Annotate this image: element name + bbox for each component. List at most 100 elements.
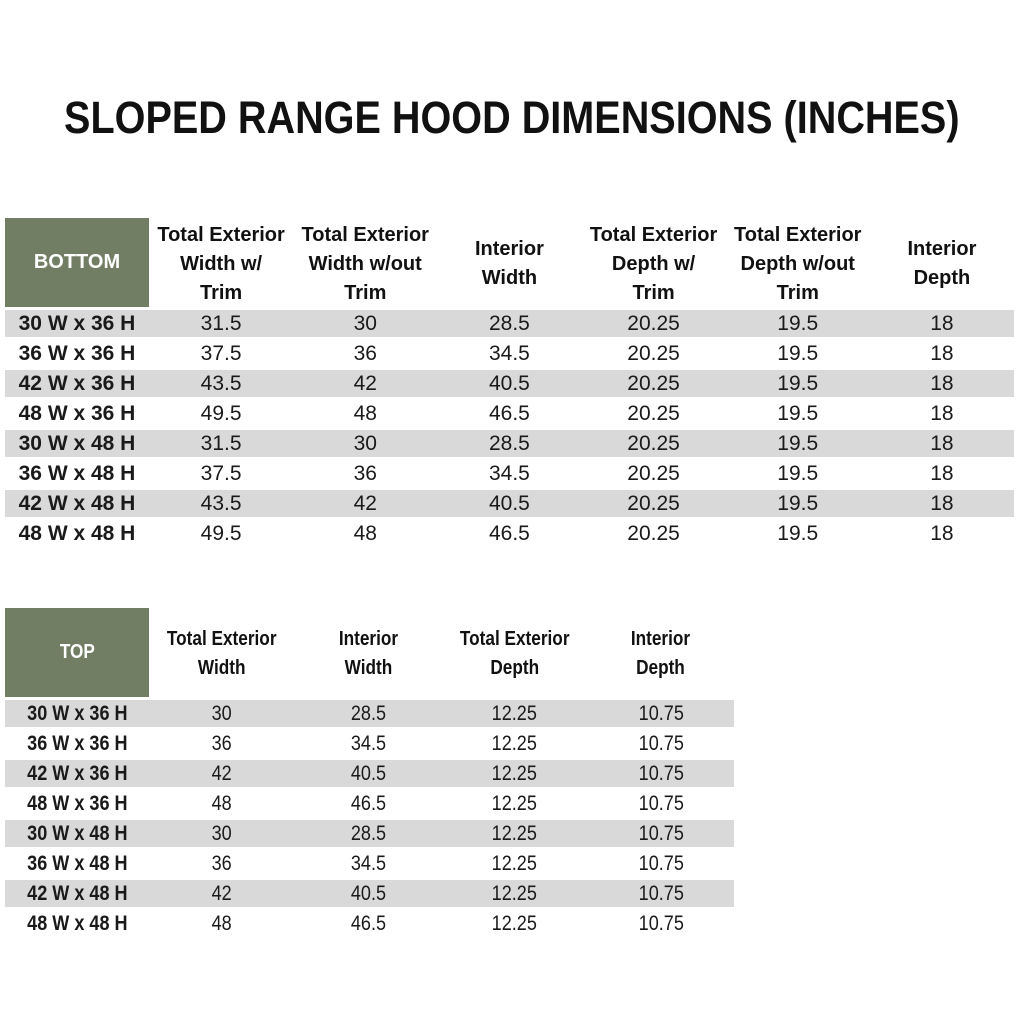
dimension-value: 30 [293,430,438,460]
row-label: 36 W x 36 H [5,730,149,760]
dimension-value: 36 [149,730,296,760]
bottom-table-label: BOTTOM [5,218,149,310]
dimension-value: 12.25 [441,790,588,820]
dimension-value: 20.25 [581,490,726,520]
dimension-value: 10.75 [587,820,734,850]
dimension-value: 10.75 [587,730,734,760]
column-header: Total Exterior Depth w/out Trim [725,218,870,310]
dimension-value: 42 [149,880,296,910]
dimension-value: 10.75 [587,790,734,820]
dimension-value: 37.5 [149,460,294,490]
dimension-value: 10.75 [587,760,734,790]
dimension-value: 12.25 [441,820,588,850]
column-header: Total Exterior Width w/ Trim [149,218,294,310]
page-title: SLOPED RANGE HOOD DIMENSIONS (INCHES) [64,92,960,143]
dimension-value: 19.5 [725,460,870,490]
dimension-value: 10.75 [587,910,734,940]
dimension-value: 28.5 [437,310,582,340]
row-label: 30 W x 36 H [5,310,149,340]
dimension-value: 18 [869,520,1014,550]
dimension-value: 18 [869,490,1014,520]
dimension-value: 30 [149,820,296,850]
dimension-value: 31.5 [149,430,294,460]
column-header: Interior Width [437,218,582,310]
dimension-value: 37.5 [149,340,294,370]
column-header: Total Exterior Depth w/ Trim [581,218,726,310]
dimension-value: 30 [149,700,296,730]
dimension-value: 18 [869,400,1014,430]
dimension-value: 43.5 [149,490,294,520]
dimension-value: 30 [293,310,438,340]
dimension-value: 12.25 [441,850,588,880]
row-label: 42 W x 48 H [5,490,149,520]
dimension-value: 20.25 [581,310,726,340]
bottom-dimensions-table: BOTTOM Total Exterior Width w/ Trim Total … [5,218,1014,550]
row-label: 30 W x 36 H [5,700,149,730]
dimension-value: 18 [869,310,1014,340]
dimension-value: 49.5 [149,520,294,550]
dimension-value: 19.5 [725,310,870,340]
dimension-value: 20.25 [581,340,726,370]
row-label: 42 W x 36 H [5,760,149,790]
dimension-value: 48 [293,520,438,550]
dimension-value: 28.5 [295,820,442,850]
dimension-value: 46.5 [437,400,582,430]
dimension-value: 12.25 [441,700,588,730]
dimension-value: 18 [869,340,1014,370]
dimension-value: 10.75 [587,880,734,910]
dimension-value: 19.5 [725,370,870,400]
dimension-value: 12.25 [441,730,588,760]
dimension-value: 40.5 [437,490,582,520]
row-label: 48 W x 36 H [5,790,149,820]
dimension-value: 34.5 [295,730,442,760]
top-table-label: TOP [5,608,149,700]
dimension-value: 18 [869,370,1014,400]
dimension-value: 20.25 [581,520,726,550]
dimension-value: 48 [149,910,296,940]
row-label: 36 W x 48 H [5,850,149,880]
dimension-value: 46.5 [437,520,582,550]
column-header: Total Exterior Depth [441,608,588,700]
dimension-value: 28.5 [295,700,442,730]
dimension-value: 10.75 [587,850,734,880]
dimension-value: 36 [293,460,438,490]
dimension-value: 12.25 [441,760,588,790]
dimension-value: 43.5 [149,370,294,400]
row-label: 48 W x 48 H [5,910,149,940]
dimension-value: 40.5 [295,760,442,790]
dimension-value: 48 [149,790,296,820]
dimension-value: 48 [293,400,438,430]
dimension-value: 19.5 [725,400,870,430]
dimension-value: 42 [293,370,438,400]
dimension-value: 34.5 [437,340,582,370]
dimension-value: 40.5 [437,370,582,400]
dimension-value: 34.5 [437,460,582,490]
row-label: 42 W x 36 H [5,370,149,400]
row-label: 48 W x 48 H [5,520,149,550]
dimension-value: 20.25 [581,370,726,400]
column-header: Interior Depth [587,608,734,700]
dimension-value: 10.75 [587,700,734,730]
dimension-value: 18 [869,460,1014,490]
dimension-value: 19.5 [725,490,870,520]
row-label: 30 W x 48 H [5,430,149,460]
row-label: 30 W x 48 H [5,820,149,850]
dimension-value: 36 [293,340,438,370]
dimension-value: 42 [149,760,296,790]
dimension-value: 46.5 [295,910,442,940]
dimension-value: 49.5 [149,400,294,430]
row-label: 36 W x 48 H [5,460,149,490]
dimension-value: 28.5 [437,430,582,460]
dimension-value: 31.5 [149,310,294,340]
dimension-value: 12.25 [441,880,588,910]
column-header: Interior Width [295,608,442,700]
dimension-value: 19.5 [725,340,870,370]
dimension-value: 18 [869,430,1014,460]
row-label: 42 W x 48 H [5,880,149,910]
dimension-value: 19.5 [725,520,870,550]
dimension-value: 36 [149,850,296,880]
dimension-value: 19.5 [725,430,870,460]
column-header: Total Exterior Width [149,608,296,700]
dimension-value: 20.25 [581,430,726,460]
